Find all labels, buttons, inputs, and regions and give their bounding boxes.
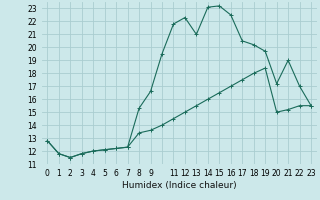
X-axis label: Humidex (Indice chaleur): Humidex (Indice chaleur) [122, 181, 236, 190]
